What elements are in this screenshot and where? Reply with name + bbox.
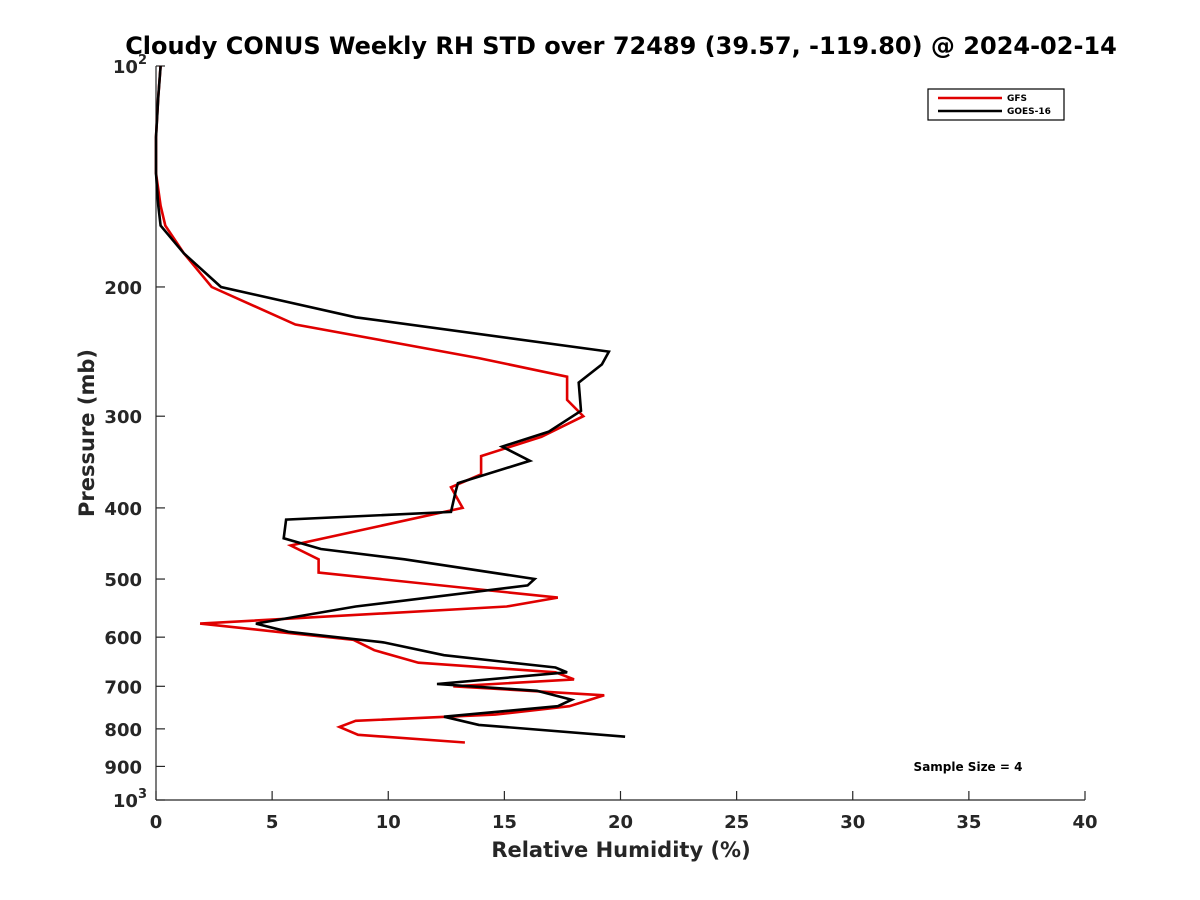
y-tick-label: 200 — [104, 278, 142, 299]
sample-size-annotation: Sample Size = 4 — [914, 760, 1023, 774]
x-axis-label: Relative Humidity (%) — [491, 838, 750, 862]
x-tick-label: 15 — [492, 812, 517, 833]
y-tick-label: 300 — [104, 407, 142, 428]
legend: GFS GOES-16 — [927, 88, 1065, 121]
x-tick-label: 25 — [724, 812, 749, 833]
x-tick-label: 20 — [608, 812, 633, 833]
y-tick-label: 103 — [113, 787, 147, 812]
y-tick-label: 600 — [104, 628, 142, 649]
axes: 0 5 10 15 20 25 30 35 40 102 200 300 400 500 600 700 800… — [104, 53, 1097, 833]
series-line-goes-16 — [154, 65, 626, 738]
y-axis-label: Pressure (mb) — [75, 349, 99, 517]
x-tick-label: 40 — [1072, 812, 1097, 833]
x-tick-label: 5 — [266, 812, 279, 833]
legend-box — [927, 88, 1065, 121]
x-tick-label: 0 — [150, 812, 163, 833]
series-lines — [154, 65, 626, 744]
legend-label: GOES-16 — [1007, 107, 1051, 117]
y-tick-label: 700 — [104, 677, 142, 698]
x-tick-label: 10 — [376, 812, 401, 833]
chart-title: Cloudy CONUS Weekly RH STD over 72489 (3… — [125, 32, 1117, 60]
y-tick-label: 102 — [113, 53, 147, 78]
legend-label: GFS — [1007, 94, 1027, 104]
y-tick-label: 500 — [104, 570, 142, 591]
x-tick-label: 35 — [956, 812, 981, 833]
y-tick-label: 800 — [104, 720, 142, 741]
y-tick-label: 400 — [104, 499, 142, 520]
x-tick-label: 30 — [840, 812, 865, 833]
y-tick-label: 900 — [104, 757, 142, 778]
